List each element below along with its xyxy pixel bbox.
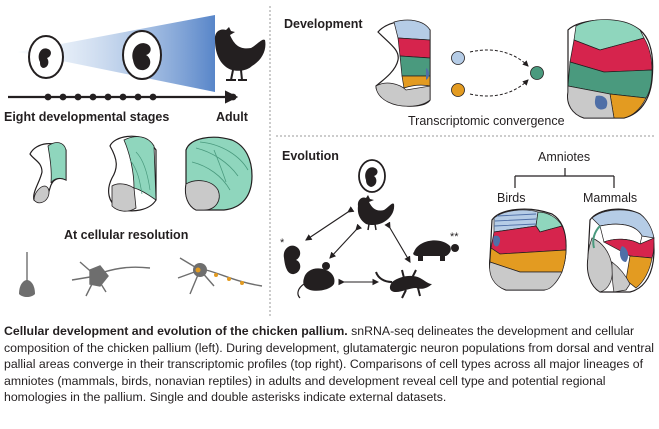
converged-cell-dot bbox=[530, 66, 544, 80]
development-gradient-cone bbox=[18, 15, 215, 92]
mammal-cortex-map bbox=[586, 208, 655, 293]
figure-caption: Cellular development and evolution of th… bbox=[4, 323, 656, 406]
convergence-arrow-bottom bbox=[469, 79, 529, 97]
caption-title: Cellular development and evolution of th… bbox=[4, 324, 348, 338]
mouse-icon bbox=[297, 262, 335, 299]
timeline-group: Eight developmental stages Adult bbox=[4, 15, 266, 124]
lizard-icon bbox=[375, 269, 432, 299]
brain-progression bbox=[29, 135, 253, 212]
ventral-cell-dot bbox=[451, 83, 465, 97]
dorsal-cell-dot bbox=[451, 51, 465, 65]
double-asterisk: ** bbox=[450, 231, 459, 243]
adult-chicken-icon bbox=[214, 27, 266, 81]
development-schematic bbox=[375, 19, 654, 119]
turtle-icon bbox=[413, 240, 459, 261]
adult-label: Adult bbox=[216, 110, 249, 124]
neuron-mature-icon bbox=[177, 257, 263, 295]
arrow-chicken-reptiles bbox=[384, 221, 411, 263]
amniotes-label: Amniotes bbox=[538, 150, 590, 164]
neuron-early-icon bbox=[19, 252, 35, 297]
bird-pallium-map bbox=[489, 208, 567, 291]
amniote-tree-lines bbox=[514, 168, 615, 188]
evolution-title: Evolution bbox=[282, 149, 339, 163]
neuron-icons bbox=[19, 252, 263, 297]
cellular-resolution-label: At cellular resolution bbox=[64, 228, 188, 242]
timeline-stage-dots bbox=[44, 93, 237, 101]
stage-label: Eight developmental stages bbox=[4, 110, 169, 124]
single-asterisk: * bbox=[280, 237, 285, 249]
egg-late-icon bbox=[122, 30, 162, 80]
convergence-label: Transcriptomic convergence bbox=[408, 114, 565, 128]
human-embryo-icon bbox=[283, 245, 301, 275]
caption-body: snRNA-seq delineates the development and… bbox=[4, 324, 655, 405]
arrow-chicken-mouse bbox=[329, 223, 363, 259]
birds-label: Birds bbox=[497, 191, 525, 205]
development-title: Development bbox=[284, 17, 363, 31]
convergence-arrow-top bbox=[469, 49, 529, 67]
arrow-chicken-human bbox=[305, 206, 355, 241]
species-comparison: * ** bbox=[280, 159, 459, 299]
adult-brain-regions bbox=[567, 19, 654, 119]
chicken-embryo-egg-icon bbox=[358, 159, 386, 193]
egg-early-icon bbox=[28, 35, 64, 79]
figure-illustration: Eight developmental stages Adult At cell… bbox=[4, 6, 655, 318]
mammals-label: Mammals bbox=[583, 191, 637, 205]
neuron-mid-icon bbox=[71, 261, 151, 297]
chicken-icon bbox=[357, 195, 395, 231]
